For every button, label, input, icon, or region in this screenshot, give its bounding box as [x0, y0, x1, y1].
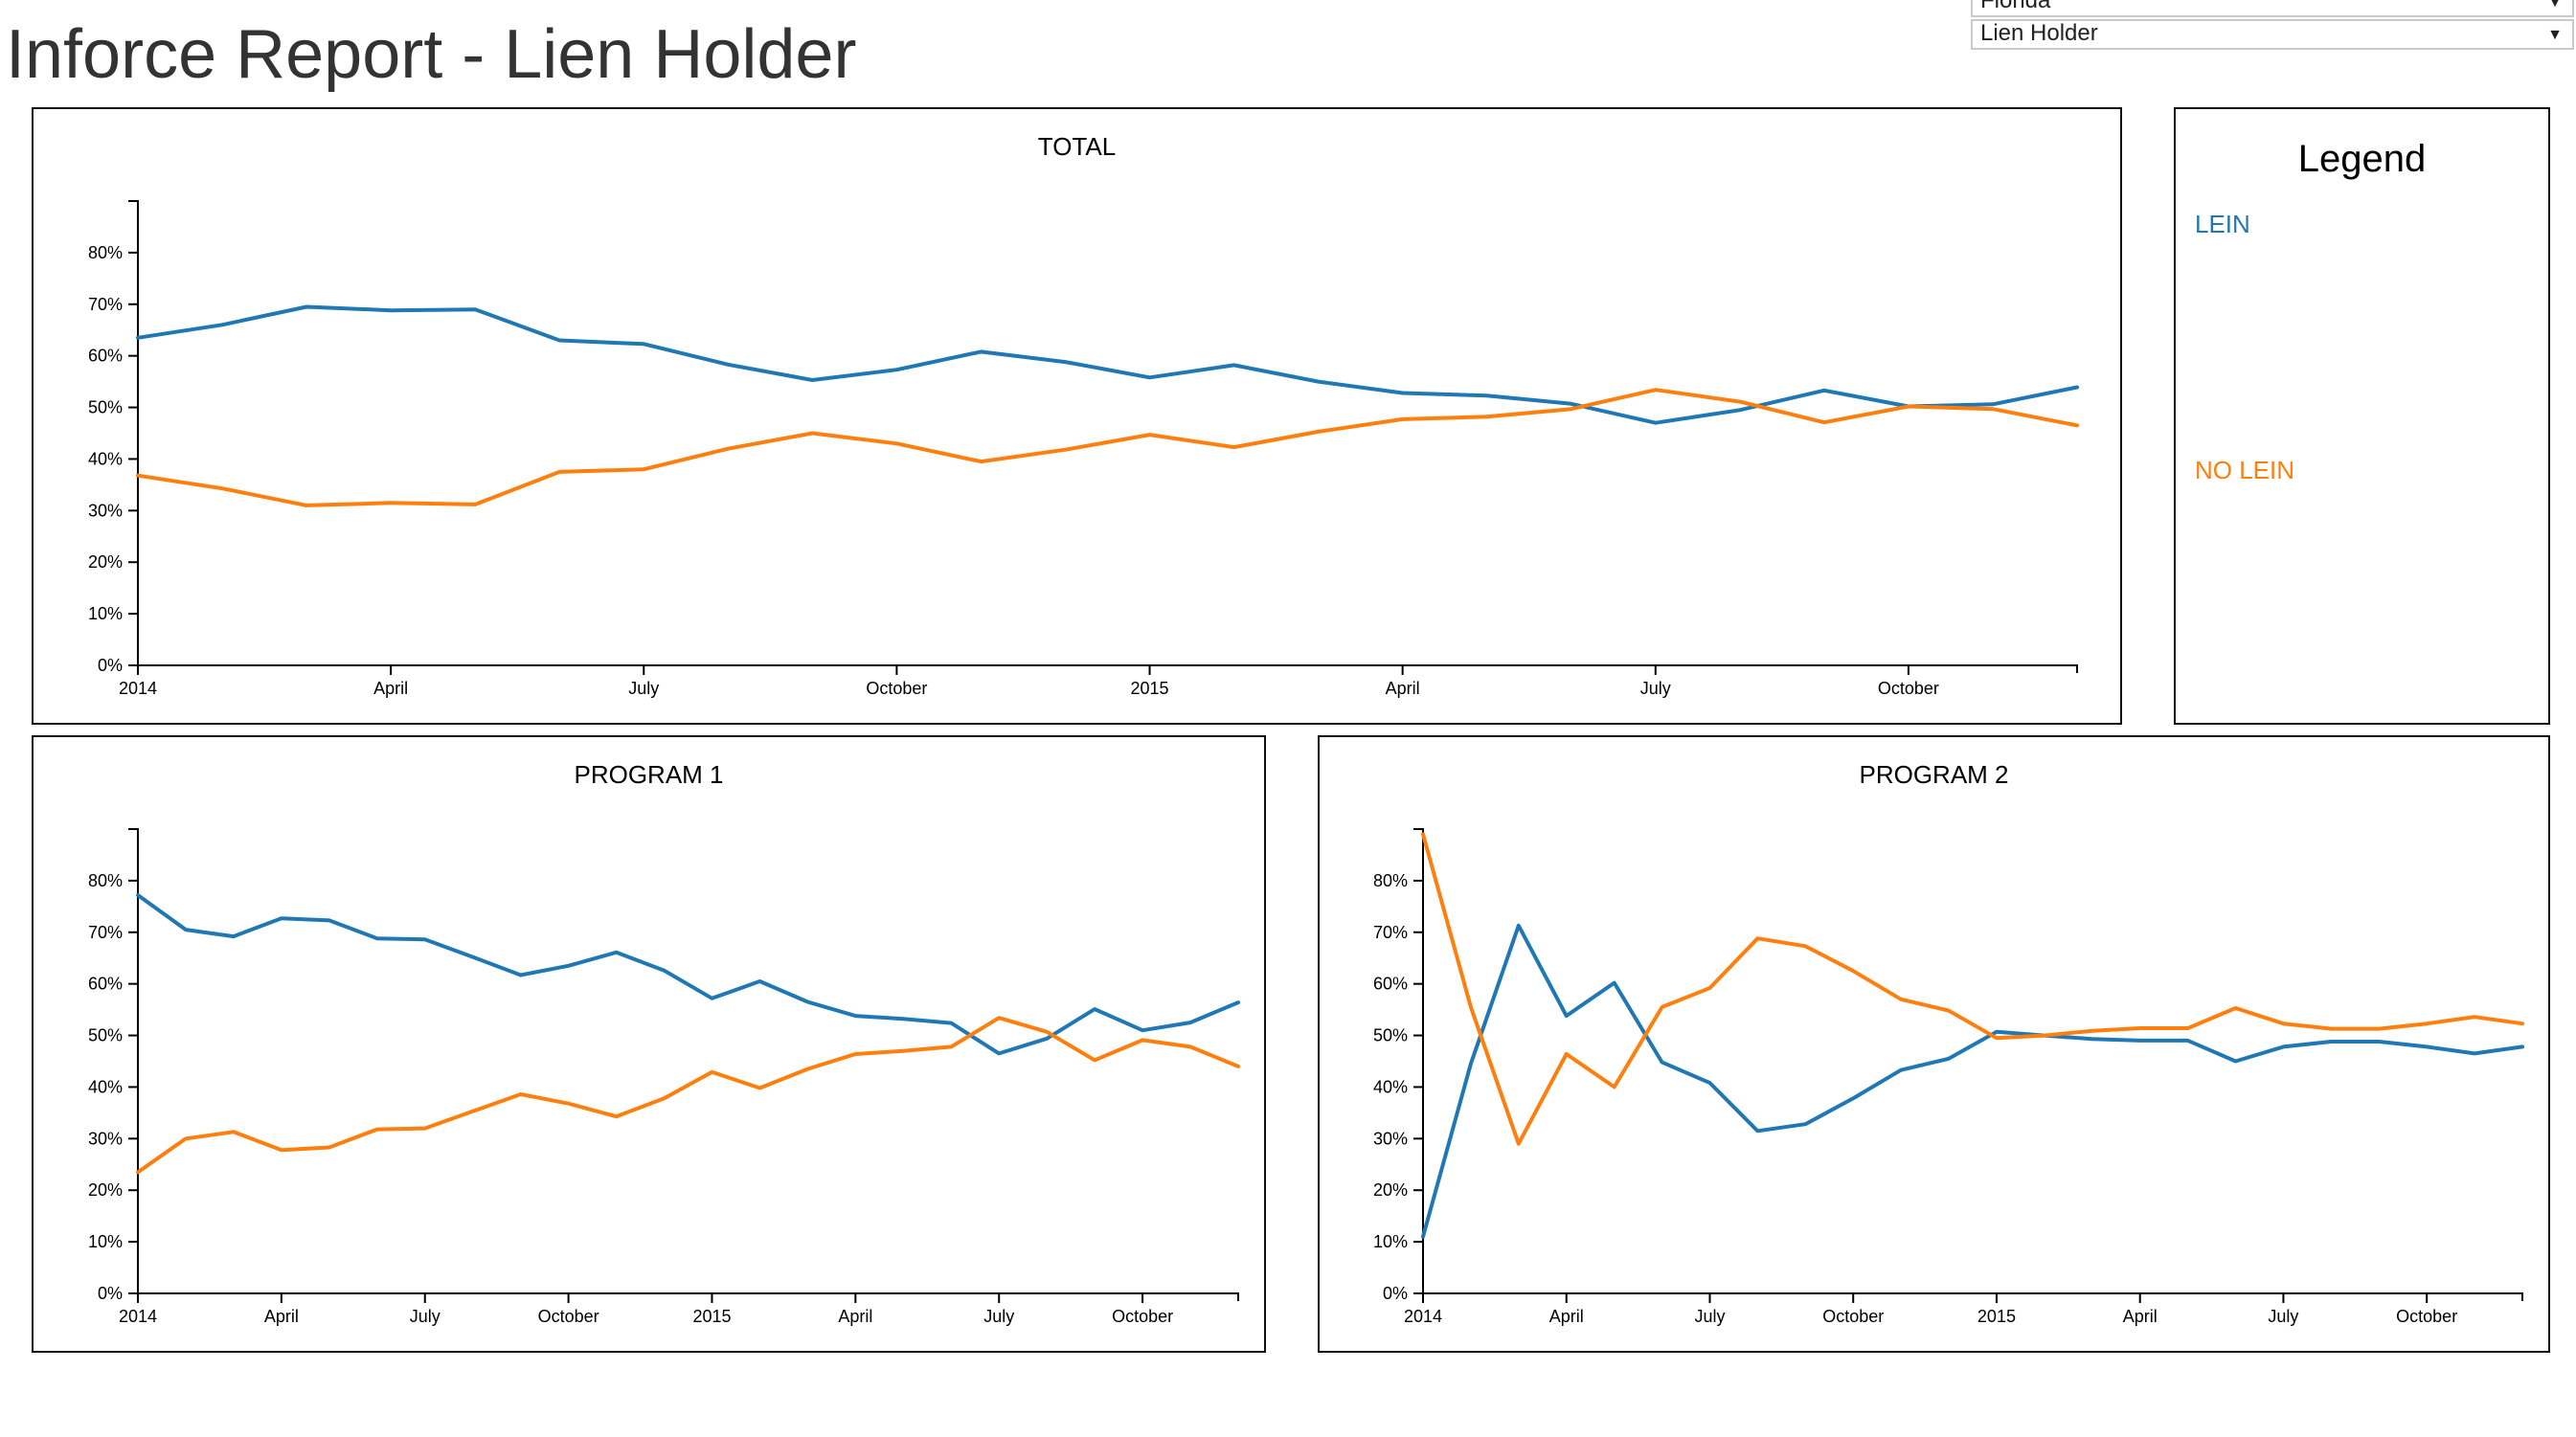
legend-title: Legend [2297, 138, 2427, 180]
x-tick-label: October [2396, 1307, 2457, 1326]
legend-item-no-lein: NO LEIN [2195, 456, 2295, 484]
program2-chart-panel: PROGRAM 2 0% 10% 20% 30% 40% 50% 60% 70% 80% 2014 A… [1318, 735, 2550, 1353]
x-axis [1422, 1292, 2523, 1301]
chart-title: PROGRAM 1 [574, 760, 723, 789]
x-tick-label: April [264, 1307, 299, 1326]
x-tick-label: July [2268, 1307, 2298, 1326]
state-select[interactable]: Florida ▼ [1971, 0, 2574, 17]
x-tick-label: April [373, 679, 408, 698]
series-line-no-lein [136, 1016, 1240, 1175]
x-tick-label: July [1694, 1307, 1725, 1326]
dropdown-arrow-icon: ▼ [2547, 0, 2563, 11]
y-tick-label: 10% [88, 604, 123, 623]
x-tick-label: April [1386, 679, 1420, 698]
state-select-value: Florida [1980, 0, 2051, 13]
y-tick-label: 40% [88, 449, 123, 468]
y-axis [128, 200, 139, 665]
x-tick-label: October [1112, 1307, 1173, 1326]
y-tick-label: 80% [88, 871, 123, 890]
series-line-no-lein [1421, 832, 2524, 1146]
y-tick-label: 30% [88, 501, 123, 520]
y-tick-label: 0% [1383, 1284, 1408, 1303]
y-tick-label: 50% [88, 1026, 123, 1045]
y-tick-label: 80% [1373, 871, 1408, 890]
y-tick-label: 40% [88, 1077, 123, 1096]
y-tick-label: 70% [1373, 923, 1408, 942]
x-tick-label: 2015 [1130, 679, 1168, 698]
page-title: Inforce Report - Lien Holder [6, 16, 857, 93]
y-tick-label: 50% [88, 398, 123, 417]
metric-select-value: Lien Holder [1980, 20, 2098, 46]
y-tick-label: 40% [1373, 1077, 1408, 1096]
y-tick-label: 0% [98, 1284, 123, 1303]
y-tick-label: 0% [98, 656, 123, 675]
program2-chart: PROGRAM 2 0% 10% 20% 30% 40% 50% 60% 70% 80% 2014 A… [1373, 760, 2524, 1326]
y-tick-label: 60% [1373, 975, 1408, 994]
x-tick-label: October [538, 1307, 599, 1326]
y-axis [1413, 828, 1424, 1293]
y-tick-label: 60% [88, 347, 123, 366]
y-tick-label: 80% [88, 243, 123, 262]
y-tick-label: 20% [1373, 1180, 1408, 1200]
series-line-lein [136, 893, 1240, 1056]
series-line-lein [1421, 923, 2524, 1239]
x-tick-label: April [1549, 1307, 1584, 1326]
x-tick-label: April [2123, 1307, 2158, 1326]
y-axis [128, 828, 139, 1293]
x-tick-label: July [628, 679, 659, 698]
y-tick-label: 20% [88, 1180, 123, 1200]
y-tick-label: 70% [88, 923, 123, 942]
y-tick-label: 10% [1373, 1232, 1408, 1251]
legend-item-lein: LEIN [2195, 210, 2250, 238]
x-tick-label: 2014 [119, 1307, 157, 1326]
program1-chart: PROGRAM 1 0% 10% 20% 30% 40% 50% 60% 70% 80% 2014 A… [88, 760, 1240, 1326]
y-tick-label: 10% [88, 1232, 123, 1251]
x-tick-label: July [410, 1307, 441, 1326]
x-tick-label: 2014 [1404, 1307, 1442, 1326]
y-tick-label: 50% [1373, 1026, 1408, 1045]
y-tick-label: 30% [88, 1129, 123, 1148]
x-tick-label: 2015 [692, 1307, 731, 1326]
total-chart: TOTAL 0% 10% 20% 30% 40% 50% 60% 70% 80% 2014 April… [88, 132, 2079, 698]
total-chart-panel: TOTAL 0% 10% 20% 30% 40% 50% 60% 70% 80% 2014 April… [32, 107, 2122, 725]
x-tick-label: 2015 [1977, 1307, 2016, 1326]
x-tick-label: October [1822, 1307, 1884, 1326]
dropdown-arrow-icon: ▼ [2547, 27, 2563, 43]
x-tick-label: 2014 [119, 679, 157, 698]
legend-panel: Legend LEIN NO LEIN [2174, 107, 2550, 725]
x-tick-label: October [1878, 679, 1939, 698]
metric-select[interactable]: Lien Holder ▼ [1971, 19, 2574, 50]
x-tick-label: July [1640, 679, 1671, 698]
program1-chart-panel: PROGRAM 1 0% 10% 20% 30% 40% 50% 60% 70% 80% 2014 A… [32, 735, 1266, 1353]
x-tick-label: July [983, 1307, 1014, 1326]
x-axis [137, 664, 2078, 673]
y-tick-label: 20% [88, 552, 123, 572]
series-line-lein [136, 304, 2079, 425]
y-tick-label: 60% [88, 975, 123, 994]
chart-title: TOTAL [1038, 132, 1116, 161]
series-line-no-lein [136, 388, 2079, 507]
chart-title: PROGRAM 2 [1859, 760, 2008, 789]
x-tick-label: October [866, 679, 927, 698]
x-axis [137, 1292, 1239, 1301]
y-tick-label: 70% [88, 295, 123, 314]
x-tick-label: April [838, 1307, 872, 1326]
y-tick-label: 30% [1373, 1129, 1408, 1148]
